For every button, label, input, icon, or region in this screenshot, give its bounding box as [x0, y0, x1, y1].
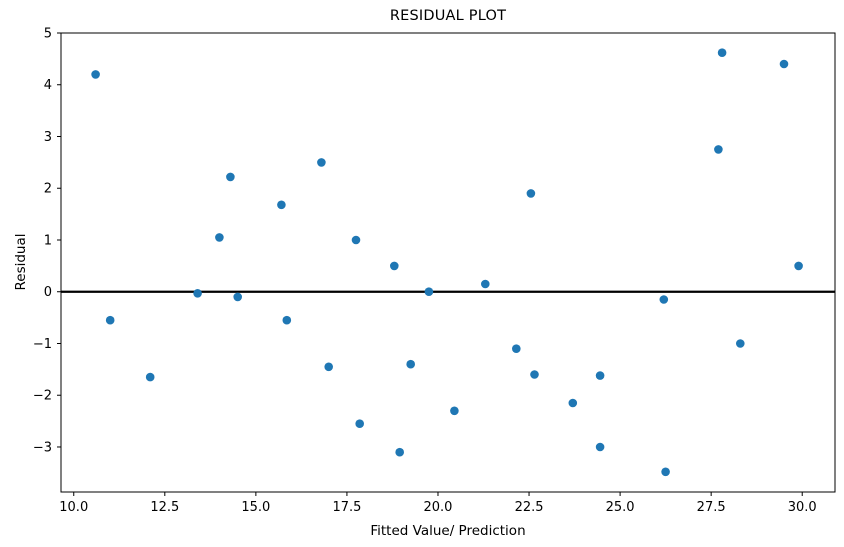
data-point — [450, 406, 459, 416]
y-tick-label: 1 — [44, 233, 52, 248]
x-tick-label: 20.0 — [424, 500, 453, 515]
data-point — [481, 279, 490, 289]
data-point — [714, 145, 723, 154]
y-tick-label: −2 — [33, 389, 52, 404]
data-point — [530, 370, 539, 379]
data-point — [324, 362, 334, 372]
plot-border — [60, 32, 836, 493]
data-point — [277, 200, 286, 210]
data-point — [233, 292, 242, 302]
data-point — [794, 261, 803, 271]
data-point — [91, 70, 100, 79]
y-tick-label: 2 — [44, 182, 52, 197]
data-point — [424, 287, 434, 297]
data-point — [355, 419, 365, 429]
data-point — [105, 315, 115, 325]
x-tick-label: 15.0 — [241, 500, 270, 515]
data-point — [390, 261, 399, 271]
chart-title: RESIDUAL PLOT — [389, 8, 507, 24]
x-tick-label: 10.0 — [59, 500, 88, 515]
y-tick-label: −3 — [33, 440, 52, 455]
data-point — [661, 467, 670, 477]
data-point — [595, 371, 605, 380]
data-point — [317, 158, 326, 167]
data-point — [226, 172, 235, 182]
y-tick-label: 3 — [44, 130, 52, 145]
data-point — [779, 59, 789, 69]
x-tick-label: 27.5 — [697, 500, 726, 515]
data-point — [717, 48, 727, 57]
data-point — [736, 339, 745, 348]
data-point — [526, 189, 536, 198]
x-axis-label: Fitted Value/ Prediction — [370, 523, 526, 539]
y-tick-label: −1 — [33, 337, 52, 352]
data-point — [145, 372, 155, 382]
data-point — [215, 233, 224, 242]
x-tick-label: 25.0 — [606, 500, 635, 515]
x-tick-label: 22.5 — [515, 500, 544, 515]
x-tick-label: 30.0 — [788, 500, 817, 515]
y-axis-label: Residual — [13, 233, 29, 291]
data-point — [512, 344, 521, 354]
y-tick-label: 5 — [44, 27, 52, 42]
data-point — [395, 447, 405, 457]
y-tick-label: 4 — [44, 78, 52, 93]
data-point — [406, 359, 416, 369]
data-point — [595, 442, 605, 452]
data-point — [659, 295, 669, 304]
data-point — [193, 289, 202, 298]
data-point — [351, 235, 361, 245]
data-point — [568, 398, 578, 408]
x-tick-label: 12.5 — [150, 500, 179, 515]
y-tick-label: 0 — [44, 285, 52, 300]
x-tick-label: 17.5 — [332, 500, 361, 515]
data-point — [282, 315, 292, 325]
